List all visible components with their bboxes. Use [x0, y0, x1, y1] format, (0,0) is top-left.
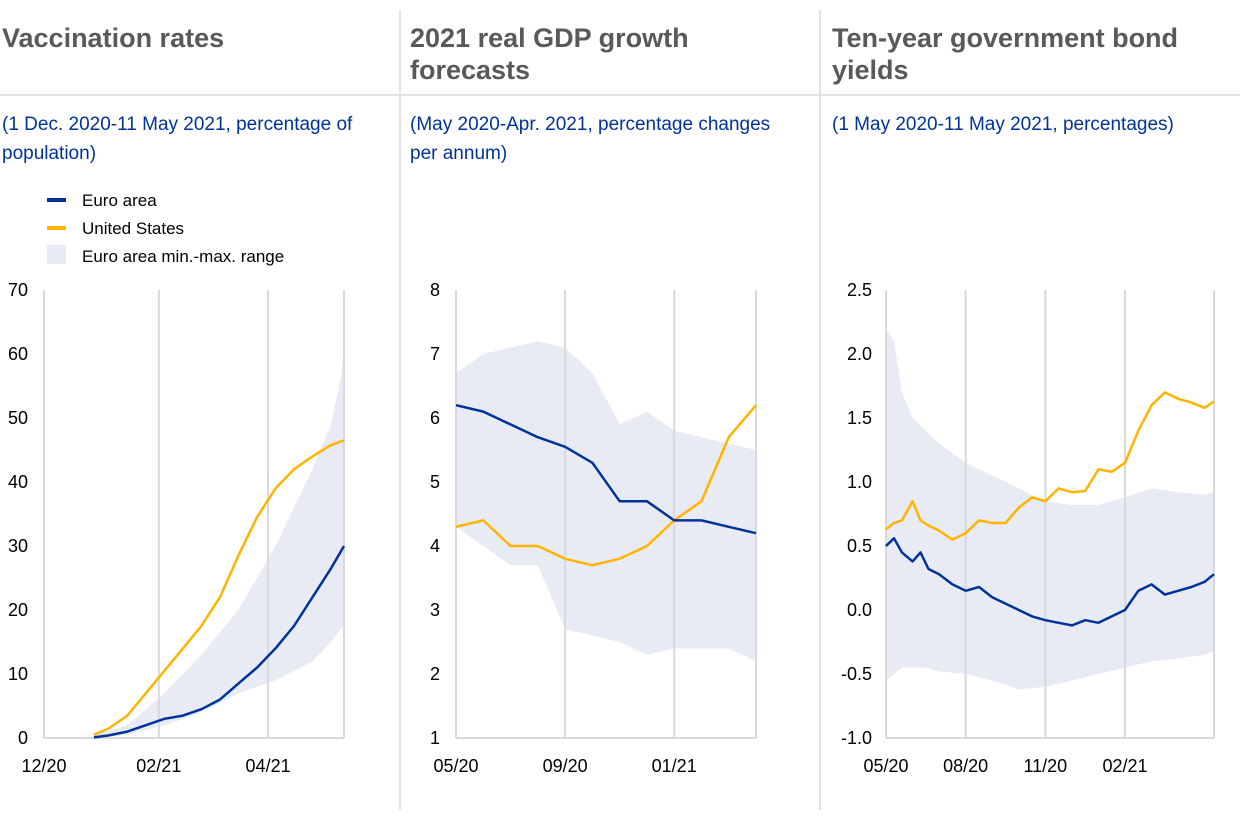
chart-panel-2: 1 2 3 4 5 6 7 8 05/20 09/20 01/21 — [430, 280, 757, 776]
y-tick-label: 0 — [18, 728, 28, 748]
y-tick-label: 6 — [430, 408, 440, 428]
panel-subtitle: (1 Dec. 2020-11 May 2021, percentage of — [2, 114, 353, 135]
legend-label-us: United States — [82, 219, 184, 238]
legend-swatch-range — [47, 245, 66, 264]
y-tick-label: 40 — [8, 472, 28, 492]
panel-subtitle: population) — [2, 143, 96, 164]
x-tick-label: 09/20 — [543, 756, 588, 776]
range-band — [456, 341, 756, 662]
panel-title: forecasts — [410, 55, 530, 85]
y-tick-label: 3 — [430, 600, 440, 620]
x-tick-label: 11/20 — [1023, 756, 1067, 776]
x-tick-label: 01/21 — [652, 756, 697, 776]
legend-label-euro: Euro area — [82, 191, 157, 210]
series-line-united-states — [885, 391, 1215, 541]
x-tick-label: 04/21 — [246, 756, 291, 776]
x-tick-label: 02/21 — [136, 756, 181, 776]
y-tick-label: 50 — [8, 408, 28, 428]
x-tick-label: 02/21 — [1103, 756, 1148, 776]
panel-subtitle: (1 May 2020-11 May 2021, percentages) — [832, 114, 1174, 135]
y-tick-label: 4 — [430, 536, 440, 556]
y-tick-label: 5 — [430, 472, 440, 492]
panel-subtitle: per annum) — [410, 143, 507, 164]
y-tick-label: 10 — [8, 664, 28, 684]
chart-panel-3: -1.0 -0.5 0.0 0.5 1.0 1.5 2.0 2.5 05/20 08/20 11/2… — [841, 280, 1215, 776]
charts-group: 0 10 20 30 40 50 60 70 12/20 02/21 04/21 1 2 3 4 5 6 7 8 05… — [8, 280, 1215, 776]
y-tick-label: 2.5 — [847, 280, 872, 300]
panel-title: Ten-year government bond — [832, 23, 1178, 53]
x-tick-label: 05/20 — [433, 756, 478, 776]
series-line-euro-area — [455, 403, 757, 535]
y-tick-label: 0.0 — [847, 600, 872, 620]
y-tick-label: 2.0 — [847, 344, 872, 364]
series-line-euro-area — [93, 545, 346, 739]
chart-panel-1: 0 10 20 30 40 50 60 70 12/20 02/21 04/21 — [8, 280, 346, 776]
y-tick-label: 1.0 — [847, 472, 872, 492]
range-band — [94, 354, 344, 738]
y-tick-label: 60 — [8, 344, 28, 364]
y-tick-label: 8 — [430, 280, 440, 300]
x-tick-label: 12/20 — [21, 756, 66, 776]
x-tick-label: 05/20 — [863, 756, 908, 776]
y-tick-label: 30 — [8, 536, 28, 556]
y-tick-label: 70 — [8, 280, 28, 300]
y-tick-label: 0.5 — [847, 536, 872, 556]
y-tick-label: 7 — [430, 344, 440, 364]
y-tick-label: 2 — [430, 664, 440, 684]
y-tick-label: -1.0 — [841, 728, 872, 748]
range-band — [886, 328, 1214, 690]
panel-subtitle: (May 2020-Apr. 2021, percentage changes — [410, 114, 770, 135]
legend: Euro area United States Euro area min.-m… — [47, 191, 284, 266]
y-tick-label: 1.5 — [847, 408, 872, 428]
series-line-euro-area — [885, 537, 1215, 627]
y-tick-label: 1 — [430, 728, 440, 748]
x-tick-label: 08/20 — [943, 756, 988, 776]
panel-title: 2021 real GDP growth — [410, 23, 689, 53]
panel-title: yields — [832, 55, 909, 85]
series-line-united-states — [455, 404, 757, 567]
panel-title: Vaccination rates — [2, 23, 224, 53]
legend-label-range: Euro area min.-max. range — [82, 247, 284, 266]
series-line-united-states — [93, 439, 345, 736]
y-tick-label: -0.5 — [841, 664, 872, 684]
y-tick-label: 20 — [8, 600, 28, 620]
